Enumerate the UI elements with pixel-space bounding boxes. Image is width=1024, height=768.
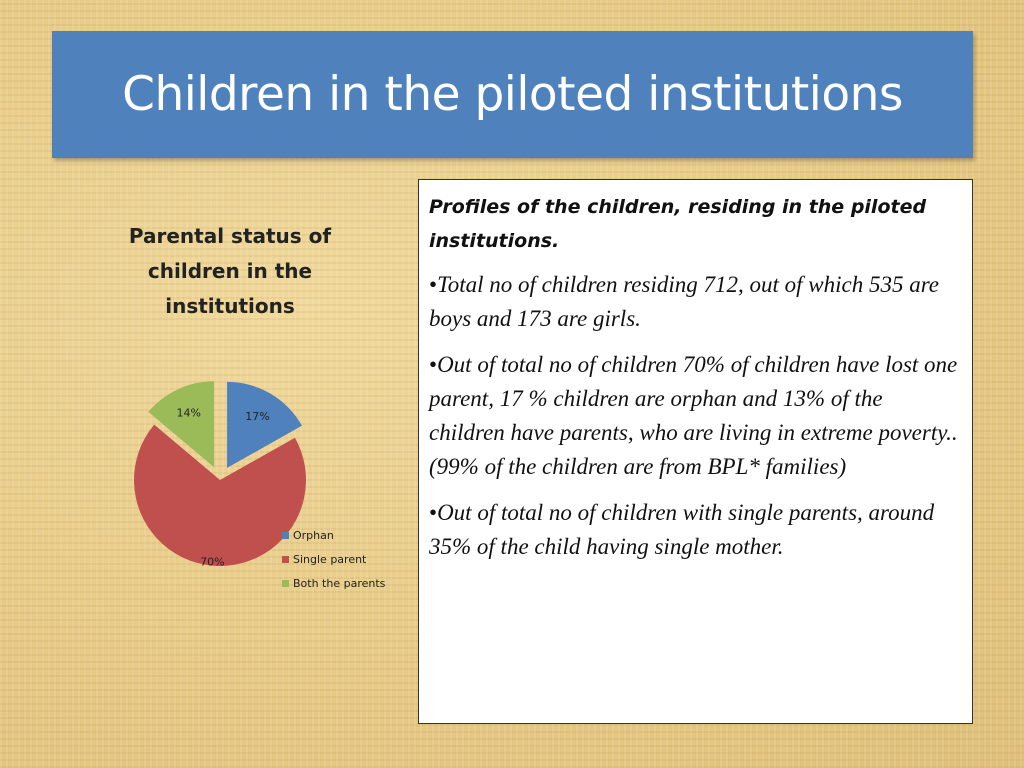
- bullet-text: Total no of children residing 712, out o…: [429, 272, 940, 331]
- legend-item: Both the parents: [282, 571, 385, 595]
- chart-title: Parental status of children in the insti…: [128, 224, 332, 318]
- legend-swatch: [282, 531, 289, 539]
- pie-slice-orphan: [227, 381, 302, 468]
- textbox-bullet-1: •Total no of children residing 712, out …: [429, 268, 962, 336]
- legend-item: Single parent: [282, 547, 385, 571]
- pie-data-label: 70%: [200, 555, 224, 568]
- pie-slice-both-the-parents: [148, 381, 215, 468]
- bullet-text: Out of total no of children 70% of child…: [429, 352, 958, 479]
- textbox-heading: Profiles of the children, residing in th…: [429, 196, 927, 252]
- legend-label: Single parent: [293, 552, 367, 566]
- pie-data-label: 17%: [245, 410, 269, 423]
- profile-textbox: Profiles of the children, residing in th…: [418, 179, 973, 724]
- legend-swatch: [282, 579, 289, 587]
- title-bar: Children in the piloted institutions: [52, 31, 973, 158]
- bullet-dot: •: [429, 352, 438, 377]
- pie-plot: 17% 70% 14%: [134, 381, 306, 568]
- legend-label: Orphan: [293, 528, 334, 542]
- textbox-bullet-2: •Out of total no of children 70% of chil…: [429, 348, 962, 484]
- pie-data-label: 14%: [176, 407, 200, 420]
- pie-chart: Parental status of children in the insti…: [60, 205, 410, 625]
- textbox-bullet-3: •Out of total no of children with single…: [429, 496, 962, 564]
- legend-item: Orphan: [282, 523, 385, 547]
- bullet-dot: •: [429, 500, 438, 525]
- pie-slice-single-parent: [134, 424, 306, 566]
- chart-legend: Orphan Single parent Both the parents: [282, 523, 385, 595]
- slide-title: Children in the piloted institutions: [122, 67, 903, 122]
- legend-swatch: [282, 555, 289, 563]
- legend-label: Both the parents: [293, 576, 386, 590]
- bullet-text: Out of total no of children with single …: [429, 500, 935, 559]
- bullet-dot: •: [429, 272, 438, 297]
